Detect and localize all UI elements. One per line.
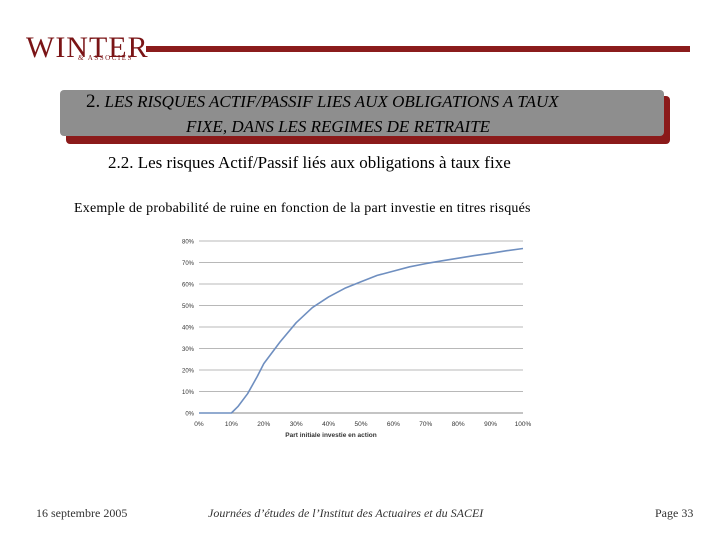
x-tick-label: 10%	[225, 421, 238, 428]
x-tick-label: 80%	[452, 421, 465, 428]
slide-title-line1: 2. LES RISQUES ACTIF/PASSIF LIES AUX OBL…	[86, 91, 559, 113]
x-tick-label: 100%	[515, 421, 532, 428]
y-tick-label: 30%	[182, 347, 195, 353]
chart-caption: Exemple de probabilité de ruine en fonct…	[74, 201, 531, 216]
x-tick-label: 90%	[484, 421, 497, 428]
x-tick-label: 50%	[354, 421, 367, 428]
y-tick-label: 80%	[182, 240, 195, 246]
slide-title-line2: FIXE, DANS LES REGIMES DE RETRAITE	[186, 117, 491, 136]
ruin-probability-chart: 0% 10% 20% 30% 40% 50% 60% 70% 80% 0% 10% 20% 30% 40%…	[182, 240, 532, 440]
title-box	[60, 90, 664, 136]
y-tick-label: 0%	[185, 412, 194, 418]
company-logo: WINTER & ASSOCIES	[26, 31, 149, 72]
logo-subtitle: & ASSOCIES	[78, 54, 133, 62]
series-line	[199, 247, 524, 414]
x-tick-label: 60%	[387, 421, 400, 428]
section-title: 2.2. Les risques Actif/Passif liés aux o…	[108, 153, 511, 172]
x-tick-label: 0%	[194, 421, 204, 428]
y-tick-label: 70%	[182, 261, 195, 267]
footer-event: Journées d’études de l’Institut des Actu…	[208, 506, 484, 520]
footer-date: 16 septembre 2005	[36, 506, 128, 520]
footer-page-number: Page 33	[655, 506, 694, 520]
header-rule	[146, 46, 690, 52]
y-tick-label: 10%	[182, 390, 195, 396]
logo-wordmark: WINTER	[26, 31, 149, 64]
y-tick-label: 20%	[182, 369, 195, 375]
slide-title-number: 2.	[86, 91, 101, 112]
x-tick-label: 20%	[257, 421, 270, 428]
slide-title-text1: LES RISQUES ACTIF/PASSIF LIES AUX OBLIGA…	[104, 92, 559, 111]
y-tick-label: 60%	[182, 283, 195, 289]
x-tick-label: 40%	[322, 421, 335, 428]
y-tick-label: 50%	[182, 304, 195, 310]
x-axis-title: Part initiale investie en action	[285, 432, 376, 439]
y-tick-label: 40%	[182, 326, 195, 332]
x-tick-label: 70%	[419, 421, 432, 428]
x-tick-label: 30%	[290, 421, 303, 428]
